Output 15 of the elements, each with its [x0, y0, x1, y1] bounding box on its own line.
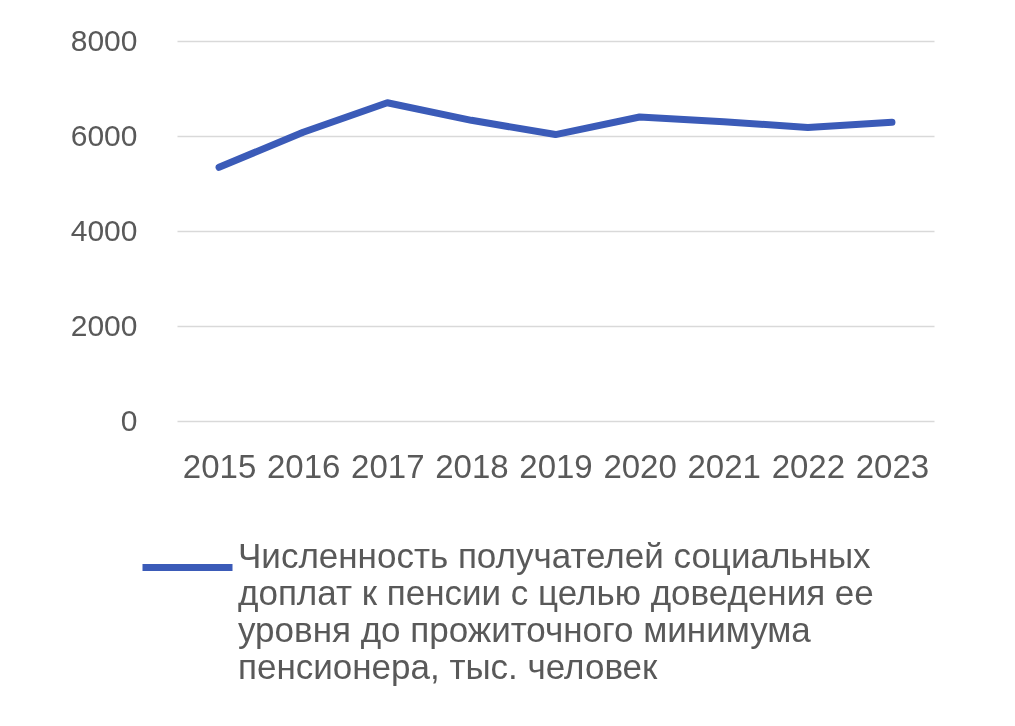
x-tick-label: 2021	[687, 447, 761, 485]
x-tick-label: 2022	[771, 447, 846, 485]
y-tick-label: 0	[120, 403, 138, 437]
x-tick-label: 2016	[266, 447, 341, 485]
x-tick-label: 2018	[435, 447, 509, 485]
y-tick-label: 2000	[70, 308, 138, 342]
y-tick-label: 6000	[70, 118, 138, 152]
y-tick-label: 4000	[70, 213, 138, 247]
legend-label: Численность получателей социальных доплат к пенсии с целью доведения ее уровня до прожиточного минимума пенсионера, тыс. человек	[238, 535, 874, 686]
y-tick-label: 8000	[70, 23, 138, 57]
x-tick-label: 2017	[351, 447, 425, 485]
x-tick-label: 2023	[855, 447, 930, 485]
x-tick-label: 2015	[182, 447, 257, 485]
x-tick-label: 2020	[603, 447, 677, 485]
x-tick-label: 2019	[519, 447, 593, 485]
